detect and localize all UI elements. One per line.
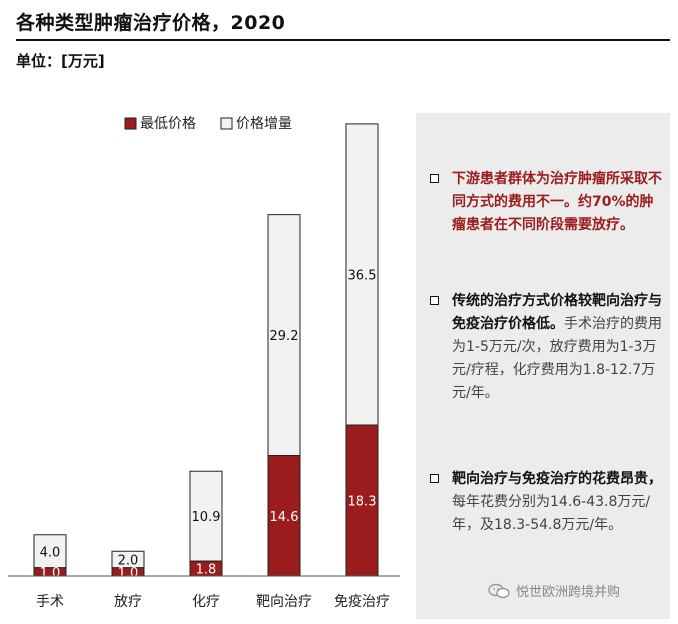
- commentary-panel: 下游患者群体为治疗肿瘤所采取不同方式的费用不一。约70%的肿瘤患者在不同阶段需要…: [416, 113, 670, 619]
- data-label-increment: 36.5: [348, 268, 377, 283]
- bar-min-price: [267, 455, 301, 577]
- bar-min-price: [345, 424, 379, 577]
- bullet-checkbox-icon: [430, 474, 439, 483]
- category-label: 手术: [36, 594, 64, 610]
- wechat-icon: [488, 583, 510, 598]
- watermark: 悦世欧洲跨境并购: [488, 581, 620, 600]
- data-label-increment: 2.0: [118, 554, 139, 569]
- bullet-1-text: 下游患者群体为治疗肿瘤所采取不同方式的费用不一。约70%的肿瘤患者在不同阶段需要…: [452, 171, 662, 233]
- data-label-min: 1.0: [40, 566, 61, 581]
- legend-label: 价格增量: [236, 116, 292, 132]
- chart-title: 各种类型肿瘤治疗价格，2020: [16, 12, 286, 34]
- bar-increment: [345, 123, 379, 426]
- data-label-min: 14.6: [270, 510, 299, 525]
- bar-increment: [33, 534, 67, 569]
- category-label: 放疗: [114, 594, 142, 610]
- watermark-text: 悦世欧洲跨境并购: [516, 585, 621, 600]
- data-label-increment: 4.0: [40, 545, 61, 560]
- bullet-3-detail: 每年花费分别为14.6-43.8万元/年，及18.3-54.8万元/年。: [452, 494, 651, 533]
- bullet-2-lead: 传统的治疗方式价格较靶向治疗与免疫治疗价格低。: [452, 293, 662, 332]
- bullet-2-detail: 手术治疗的费用为1-5万元/次，放疗费用为1-3万元/疗程，化疗费用为1.8-1…: [452, 316, 662, 401]
- unit-label: 单位：[万元]: [16, 52, 105, 70]
- category-label: 免疫治疗: [334, 594, 390, 610]
- stacked-bar-chart: 1.04.0手术1.02.0放疗1.810.9化疗14.629.2靶向治疗18.…: [8, 116, 400, 610]
- bar-increment: [267, 214, 301, 457]
- bullet-1: 下游患者群体为治疗肿瘤所采取不同方式的费用不一。约70%的肿瘤患者在不同阶段需要…: [430, 168, 662, 237]
- bullet-2: 传统的治疗方式价格较靶向治疗与免疫治疗价格低。手术治疗的费用为1-5万元/次，放…: [430, 290, 662, 405]
- data-label-min: 1.0: [118, 566, 139, 581]
- title-divider: [16, 39, 670, 41]
- data-label-min: 1.8: [196, 563, 217, 578]
- legend-swatch: [124, 117, 137, 130]
- category-label: 靶向治疗: [256, 594, 312, 610]
- category-label: 化疗: [192, 594, 220, 610]
- data-label-increment: 29.2: [270, 329, 299, 344]
- bullet-checkbox-icon: [430, 296, 439, 305]
- legend-swatch: [220, 117, 233, 130]
- data-label-min: 18.3: [348, 495, 377, 510]
- bullet-3-lead: 靶向治疗与免疫治疗的花费昂贵，: [452, 471, 662, 487]
- bullet-3: 靶向治疗与免疫治疗的花费昂贵， 每年花费分别为14.6-43.8万元/年，及18.…: [430, 468, 662, 537]
- data-label-increment: 10.9: [192, 510, 221, 525]
- legend-label: 最低价格: [140, 116, 196, 132]
- bullet-checkbox-icon: [430, 174, 439, 183]
